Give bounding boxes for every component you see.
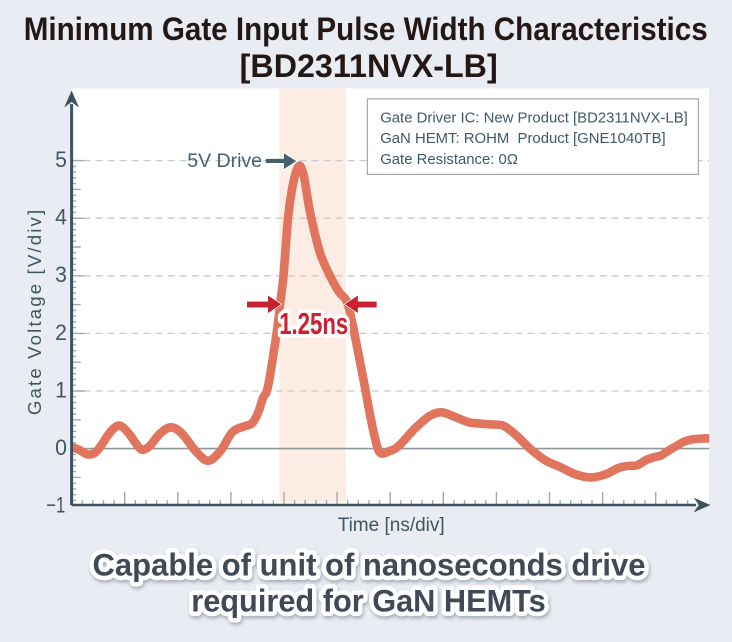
svg-text:3: 3: [55, 262, 67, 287]
svg-text:[BD2311NVX-LB]: [BD2311NVX-LB]: [240, 48, 498, 84]
svg-text:5V Drive: 5V Drive: [187, 150, 262, 172]
svg-text:4: 4: [55, 205, 67, 230]
svg-text:1: 1: [55, 377, 67, 402]
svg-text:0: 0: [55, 435, 67, 460]
svg-text:Gate Driver IC: New Product [B: Gate Driver IC: New Product [BD2311NVX-L…: [380, 110, 688, 126]
svg-text:required for GaN HEMTs: required for GaN HEMTs: [191, 583, 546, 619]
svg-text:−1: −1: [46, 493, 65, 518]
svg-text:2: 2: [55, 320, 67, 345]
svg-text:Gate Voltage [V/div]: Gate Voltage [V/div]: [24, 208, 45, 415]
svg-text:Gate Resistance: 0Ω: Gate Resistance: 0Ω: [380, 152, 518, 168]
svg-text:GaN HEMT: ROHM Product [GNE10: GaN HEMT: ROHM Product [GNE1040TB]: [380, 131, 665, 147]
svg-text:1.25ns: 1.25ns: [279, 306, 348, 341]
svg-text:Time [ns/div]: Time [ns/div]: [338, 515, 445, 536]
svg-text:Capable of unit of nanoseconds: Capable of unit of nanoseconds drive: [93, 547, 646, 583]
svg-text:Minimum Gate Input Pulse Width: Minimum Gate Input Pulse Width Character…: [24, 11, 708, 47]
svg-text:5: 5: [55, 147, 67, 172]
